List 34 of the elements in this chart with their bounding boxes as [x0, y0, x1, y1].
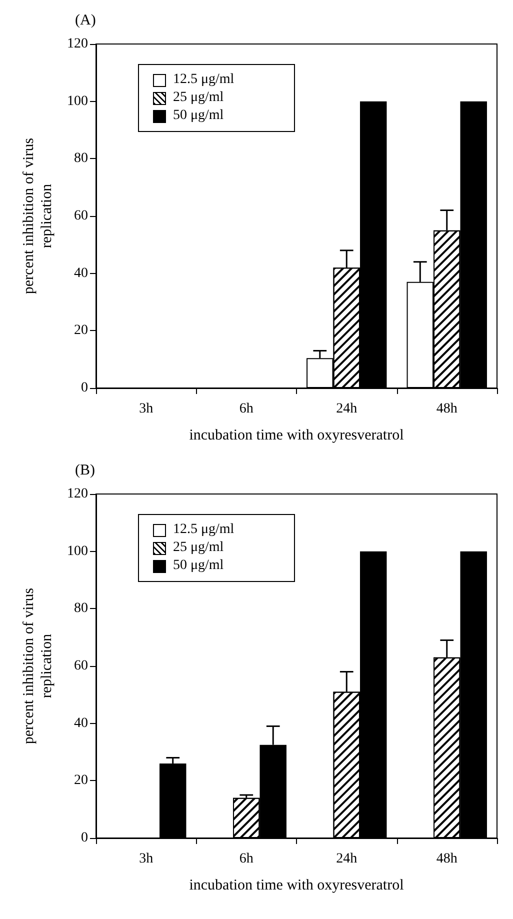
y-tick-label: 20 — [74, 773, 88, 788]
legend-label: 12.5 μg/ml — [173, 522, 234, 538]
y-tick-label: 60 — [74, 208, 88, 224]
x-tick-label: 48h — [436, 852, 458, 866]
legend-label: 50 μg/ml — [173, 558, 224, 574]
x-axis-title: incubation time with oxyresveratrol — [189, 428, 404, 444]
y-tick-label: 120 — [67, 486, 88, 502]
x-tick-label: 3h — [139, 402, 154, 416]
x-tick-label: 3h — [139, 852, 154, 866]
legend-label: 50 μg/ml — [173, 108, 224, 124]
legend-label: 25 μg/ml — [173, 90, 224, 106]
y-tick-label: 100 — [67, 544, 88, 559]
legend-label: 12.5 μg/ml — [173, 72, 234, 88]
legend-label: 25 μg/ml — [173, 540, 224, 556]
y-tick-label: 80 — [74, 151, 88, 166]
y-tick-label: 0 — [81, 830, 88, 846]
y-axis-title: percent inhibition of virus replication — [21, 138, 55, 294]
chart-title: (B) — [75, 462, 95, 478]
x-tick-label: 6h — [239, 402, 254, 416]
y-tick-label: 40 — [74, 716, 88, 731]
x-tick-label: 48h — [436, 402, 458, 416]
y-axis-title: percent inhibition of virus replication — [21, 588, 55, 744]
y-tick-label: 80 — [74, 601, 88, 616]
y-tick-label: 0 — [81, 380, 88, 396]
x-tick-label: 24h — [336, 852, 358, 866]
y-tick-label: 60 — [74, 658, 88, 674]
y-tick-label: 120 — [67, 36, 88, 52]
x-tick-label: 24h — [336, 402, 358, 416]
y-tick-label: 40 — [74, 266, 88, 281]
x-axis-title: incubation time with oxyresveratrol — [189, 878, 404, 894]
x-tick-label: 6h — [239, 852, 254, 866]
y-tick-label: 100 — [67, 94, 88, 109]
chart-title: (A) — [75, 12, 96, 28]
y-tick-label: 20 — [74, 323, 88, 338]
